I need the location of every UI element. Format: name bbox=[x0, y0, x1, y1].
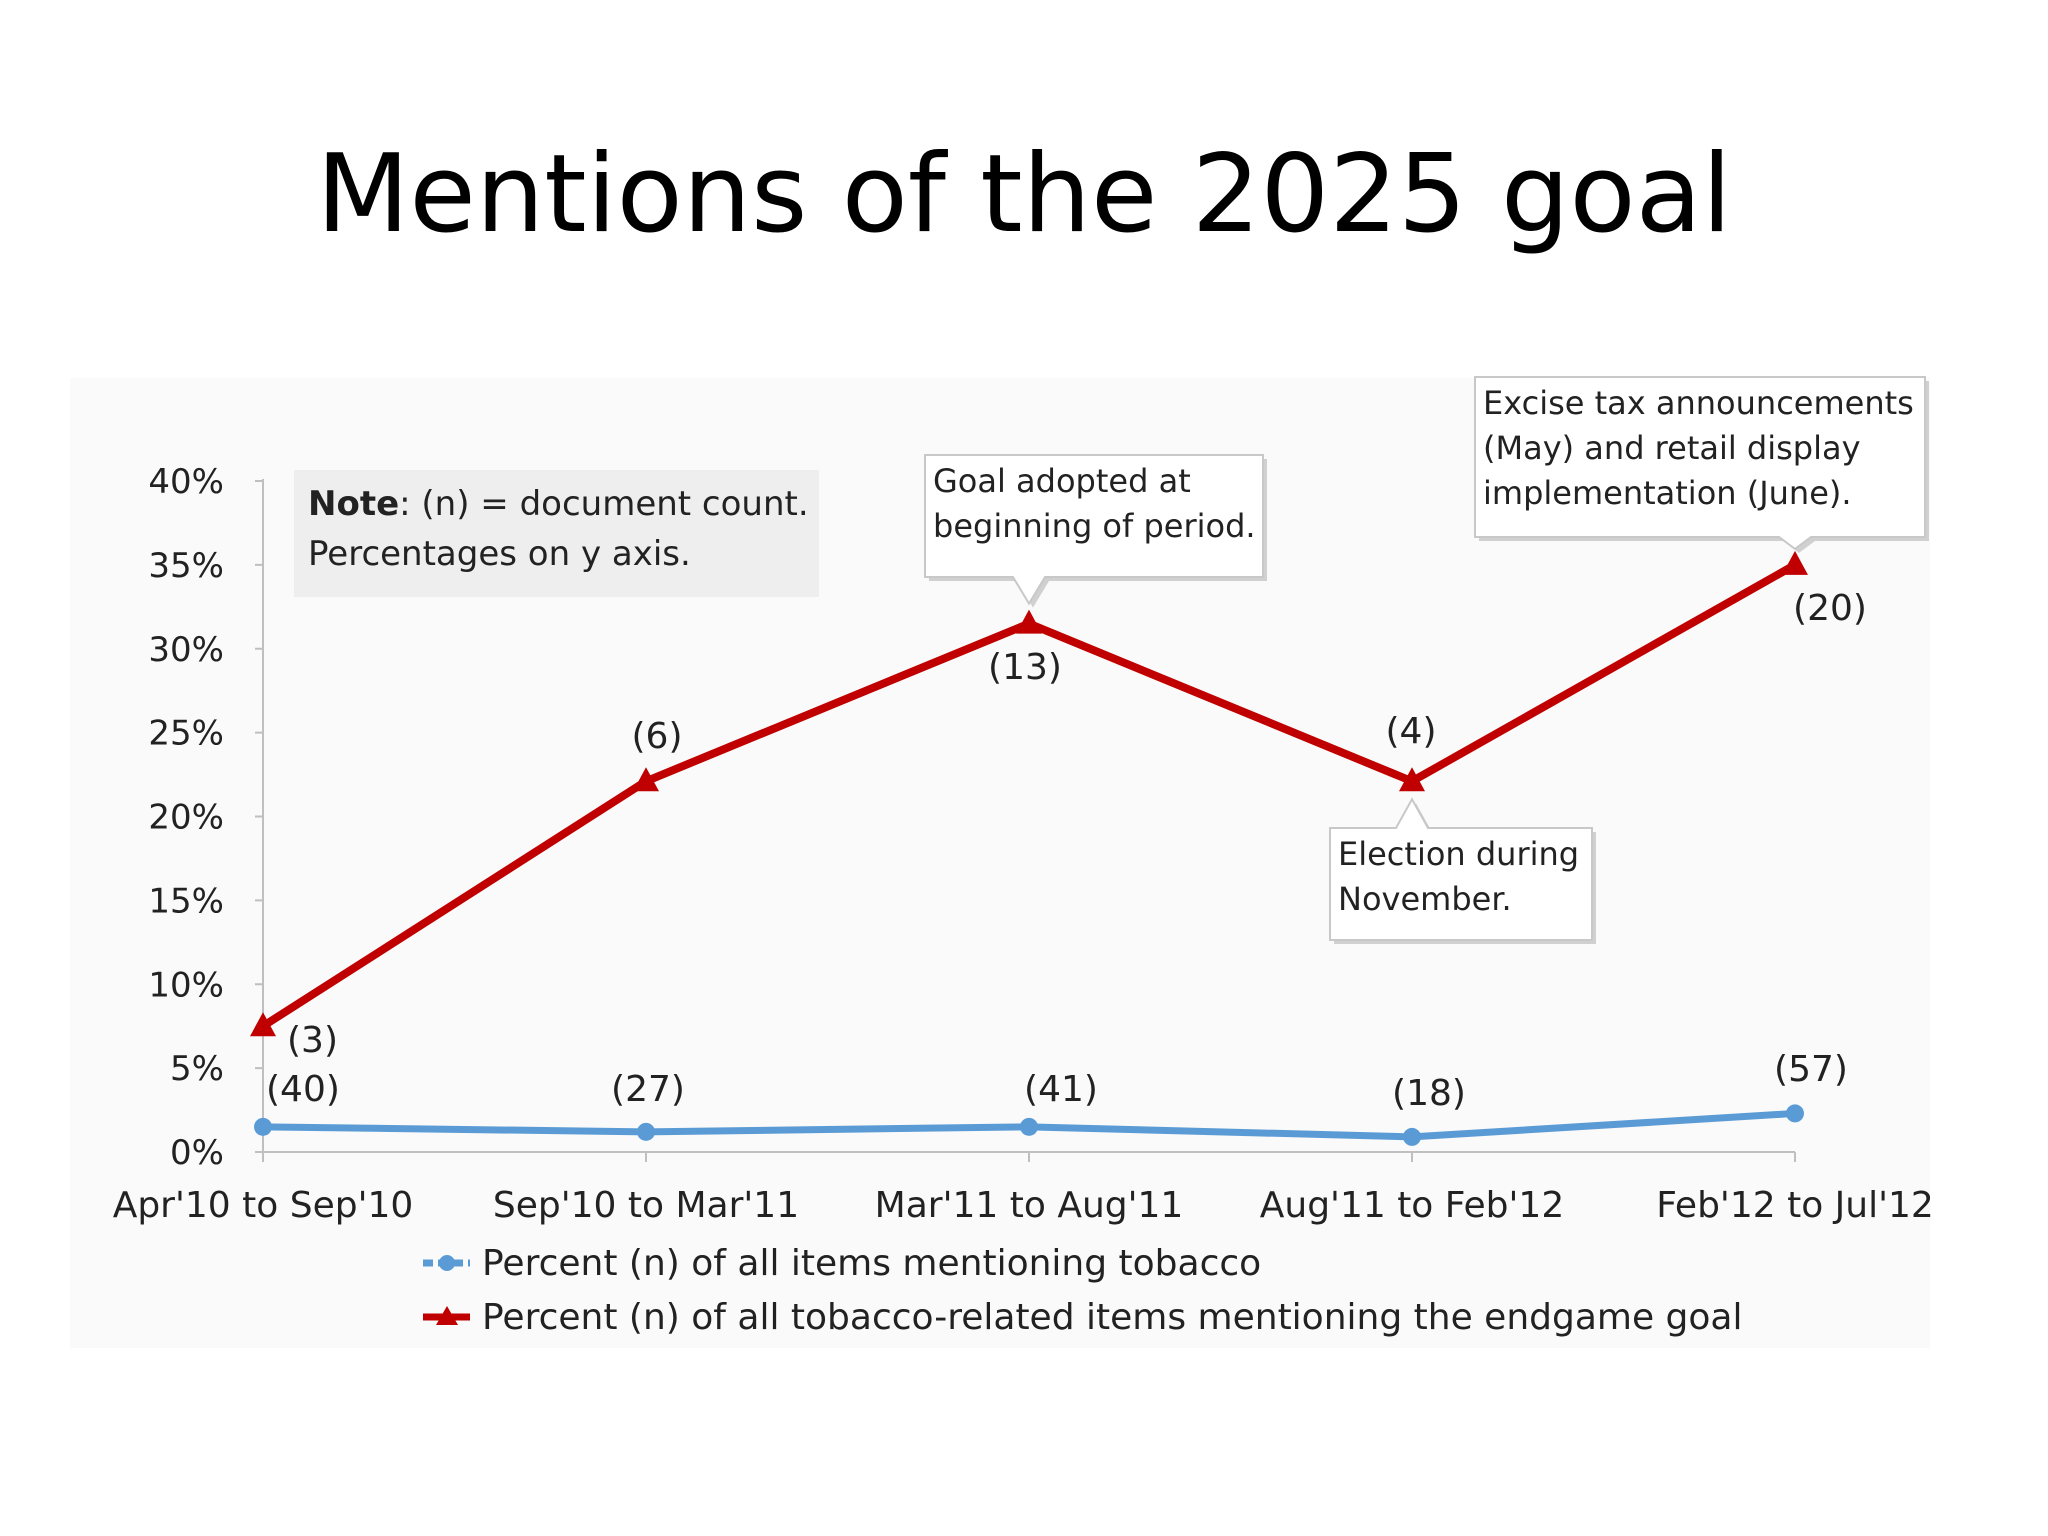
point-tobacco bbox=[1020, 1117, 1038, 1136]
y-tick-label: 25% bbox=[148, 714, 224, 754]
point-endgame bbox=[1782, 550, 1808, 575]
callout-excise-text: (May) and retail display bbox=[1483, 429, 1861, 467]
data-label-endgame: (13) bbox=[988, 647, 1062, 688]
slide-title: Mentions of the 2025 goal bbox=[316, 132, 1732, 257]
callout-excise-text: Excise tax announcements bbox=[1483, 384, 1914, 422]
note-rest: : (n) = document count. bbox=[399, 484, 809, 524]
legend-marker bbox=[439, 1255, 455, 1271]
y-tick-label: 20% bbox=[148, 798, 224, 838]
point-endgame bbox=[250, 1012, 276, 1037]
legend-text: Percent (n) of all items mentioning toba… bbox=[482, 1243, 1261, 1284]
data-label-endgame: (4) bbox=[1386, 711, 1437, 752]
note-box bbox=[294, 470, 819, 597]
callout-goal-text: Goal adopted at bbox=[933, 462, 1191, 500]
note-bold-label: Note bbox=[308, 484, 399, 524]
note-line-1: Note: (n) = document count. bbox=[308, 484, 809, 524]
x-tick-label: Feb'12 to Jul'12 bbox=[1656, 1185, 1934, 1226]
data-label-tobacco: (41) bbox=[1024, 1069, 1098, 1110]
y-tick-label: 5% bbox=[170, 1049, 224, 1089]
data-label-endgame: (20) bbox=[1793, 588, 1867, 629]
point-tobacco bbox=[1403, 1127, 1421, 1146]
x-tick-label: Mar'11 to Aug'11 bbox=[875, 1185, 1184, 1226]
point-tobacco bbox=[637, 1122, 655, 1141]
x-tick-label: Apr'10 to Sep'10 bbox=[113, 1185, 414, 1226]
y-tick-label: 15% bbox=[148, 881, 224, 921]
callout-excise-box bbox=[1474, 376, 1926, 551]
data-label-endgame: (3) bbox=[287, 1020, 338, 1061]
legend-text: Percent (n) of all tobacco-related items… bbox=[482, 1297, 1743, 1338]
point-endgame bbox=[1016, 609, 1042, 634]
x-tick-label: Sep'10 to Mar'11 bbox=[493, 1185, 799, 1226]
data-label-tobacco: (40) bbox=[266, 1069, 340, 1110]
point-endgame bbox=[1399, 767, 1425, 792]
y-tick-label: 35% bbox=[148, 546, 224, 586]
y-tick-label: 0% bbox=[170, 1133, 224, 1173]
point-tobacco bbox=[1786, 1104, 1804, 1123]
note-line-2: Percentages on y axis. bbox=[308, 534, 691, 574]
data-label-endgame: (6) bbox=[632, 716, 683, 757]
callout-election-text: Election during bbox=[1338, 835, 1579, 873]
x-tick-label: Aug'11 to Feb'12 bbox=[1260, 1185, 1564, 1226]
data-label-tobacco: (57) bbox=[1774, 1049, 1848, 1090]
legend-marker bbox=[436, 1306, 458, 1325]
y-tick-label: 30% bbox=[148, 630, 224, 670]
point-tobacco bbox=[254, 1117, 272, 1136]
callout-election-text: November. bbox=[1338, 880, 1512, 918]
point-endgame bbox=[633, 767, 659, 792]
callout-goal-text: beginning of period. bbox=[933, 507, 1256, 545]
data-label-tobacco: (27) bbox=[611, 1069, 685, 1110]
y-tick-label: 40% bbox=[148, 462, 224, 502]
data-label-tobacco: (18) bbox=[1392, 1073, 1466, 1114]
y-tick-label: 10% bbox=[148, 965, 224, 1005]
callout-goal-box bbox=[924, 454, 1264, 606]
callout-election-box bbox=[1329, 797, 1593, 941]
callout-excise-text: implementation (June). bbox=[1483, 474, 1852, 512]
